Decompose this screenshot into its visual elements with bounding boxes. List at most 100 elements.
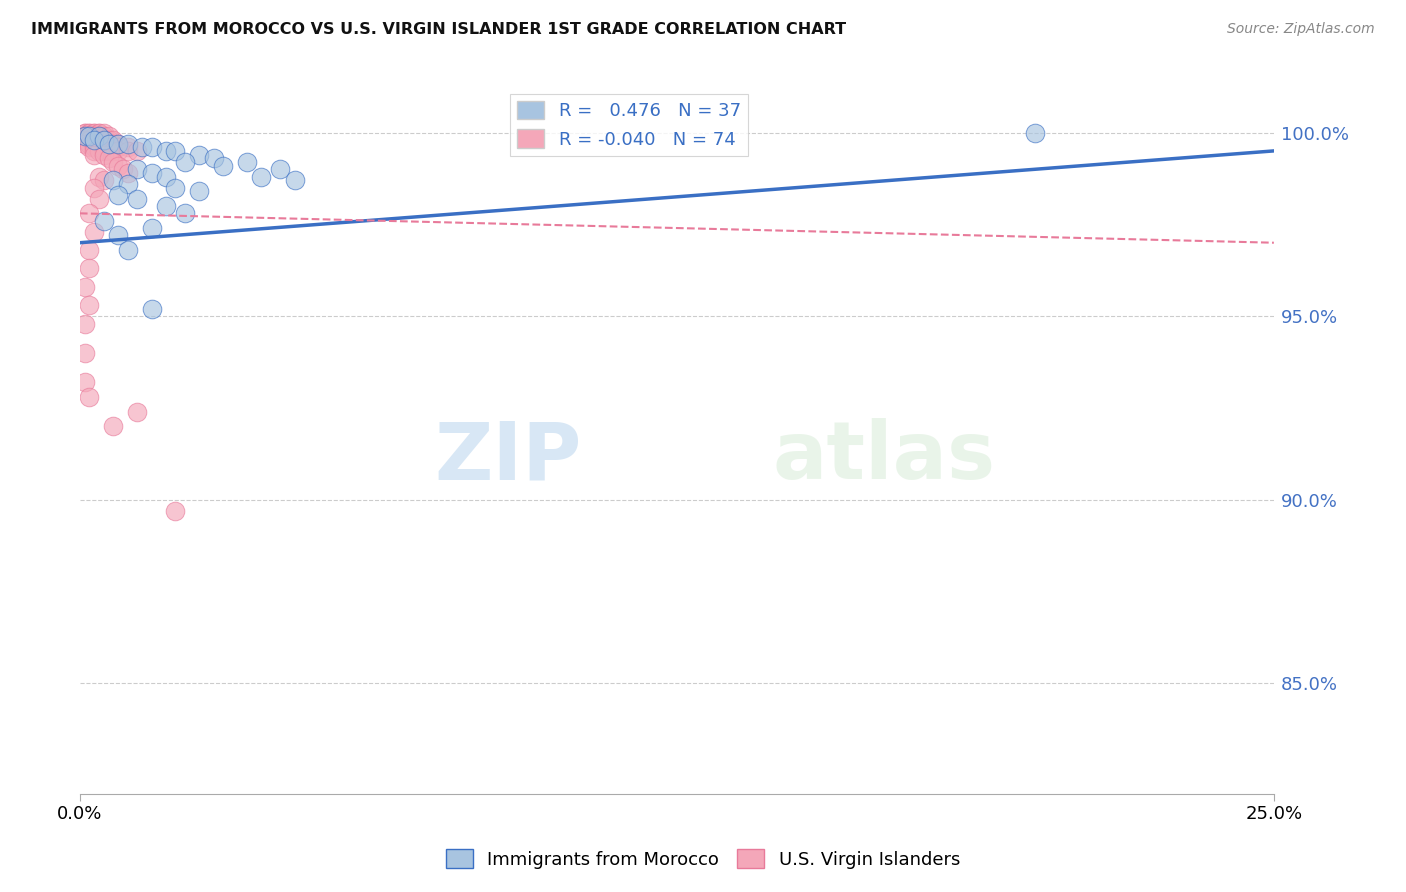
Point: [127, 192, 149, 206]
Point: [127, 162, 149, 177]
Point: [141, 221, 163, 235]
Point: [87, 126, 110, 140]
Point: [79, 243, 101, 257]
Point: [73, 126, 96, 140]
Point: [103, 155, 125, 169]
Point: [79, 390, 101, 404]
Point: [103, 173, 125, 187]
Point: [97, 129, 120, 144]
Point: [97, 144, 120, 158]
Point: [117, 140, 139, 154]
Point: [87, 192, 110, 206]
Legend: R =   0.476   N = 37, R = -0.040   N = 74: R = 0.476 N = 37, R = -0.040 N = 74: [510, 94, 748, 156]
Point: [250, 169, 273, 184]
Point: [103, 419, 125, 434]
Point: [83, 136, 105, 151]
Point: [87, 133, 110, 147]
Point: [107, 136, 129, 151]
Text: atlas: atlas: [772, 418, 995, 496]
Point: [79, 129, 101, 144]
Text: IMMIGRANTS FROM MOROCCO VS U.S. VIRGIN ISLANDER 1ST GRADE CORRELATION CHART: IMMIGRANTS FROM MOROCCO VS U.S. VIRGIN I…: [31, 22, 846, 37]
Point: [79, 133, 101, 147]
Point: [79, 129, 101, 144]
Point: [117, 243, 139, 257]
Point: [269, 162, 291, 177]
Point: [165, 144, 187, 158]
Point: [83, 129, 105, 144]
Text: ZIP: ZIP: [434, 418, 581, 496]
Point: [79, 133, 101, 147]
Point: [165, 504, 187, 518]
Point: [73, 317, 96, 331]
Point: [107, 188, 129, 202]
Point: [174, 206, 197, 220]
Point: [83, 180, 105, 194]
Point: [87, 129, 110, 144]
Point: [93, 147, 115, 161]
Point: [141, 301, 163, 316]
Point: [127, 144, 149, 158]
Point: [87, 129, 110, 144]
Point: [93, 133, 115, 147]
Point: [73, 376, 96, 390]
Point: [83, 133, 105, 147]
Point: [284, 173, 307, 187]
Point: [83, 129, 105, 144]
Point: [107, 144, 129, 158]
Point: [155, 144, 177, 158]
Point: [73, 129, 96, 144]
Point: [141, 166, 163, 180]
Point: [141, 140, 163, 154]
Point: [83, 144, 105, 158]
Point: [83, 133, 105, 147]
Point: [83, 126, 105, 140]
Point: [97, 133, 120, 147]
Point: [103, 133, 125, 147]
Point: [73, 280, 96, 294]
Point: [131, 140, 153, 154]
Point: [79, 298, 101, 312]
Point: [117, 136, 139, 151]
Point: [93, 136, 115, 151]
Point: [93, 140, 115, 154]
Point: [73, 133, 96, 147]
Point: [79, 129, 101, 144]
Point: [97, 136, 120, 151]
Point: [107, 140, 129, 154]
Point: [97, 151, 120, 165]
Point: [87, 140, 110, 154]
Point: [202, 151, 225, 165]
Point: [155, 199, 177, 213]
Point: [79, 136, 101, 151]
Point: [83, 140, 105, 154]
Point: [87, 126, 110, 140]
Point: [188, 184, 211, 198]
Point: [93, 126, 115, 140]
Point: [93, 213, 115, 227]
Point: [117, 166, 139, 180]
Point: [111, 162, 134, 177]
Point: [117, 177, 139, 191]
Point: [174, 155, 197, 169]
Point: [83, 147, 105, 161]
Point: [79, 206, 101, 220]
Point: [93, 129, 115, 144]
Point: [73, 126, 96, 140]
Point: [93, 173, 115, 187]
Point: [103, 144, 125, 158]
Legend: Immigrants from Morocco, U.S. Virgin Islanders: Immigrants from Morocco, U.S. Virgin Isl…: [439, 842, 967, 876]
Point: [87, 144, 110, 158]
Point: [188, 147, 211, 161]
Point: [73, 346, 96, 360]
Point: [165, 180, 187, 194]
Point: [117, 144, 139, 158]
Point: [107, 159, 129, 173]
Point: [79, 261, 101, 276]
Point: [155, 169, 177, 184]
Point: [236, 155, 259, 169]
Point: [79, 126, 101, 140]
Point: [73, 129, 96, 144]
Point: [73, 129, 96, 144]
Point: [87, 169, 110, 184]
Point: [212, 159, 235, 173]
